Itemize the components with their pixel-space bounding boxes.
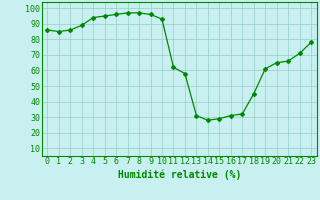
X-axis label: Humidité relative (%): Humidité relative (%) [117, 169, 241, 180]
